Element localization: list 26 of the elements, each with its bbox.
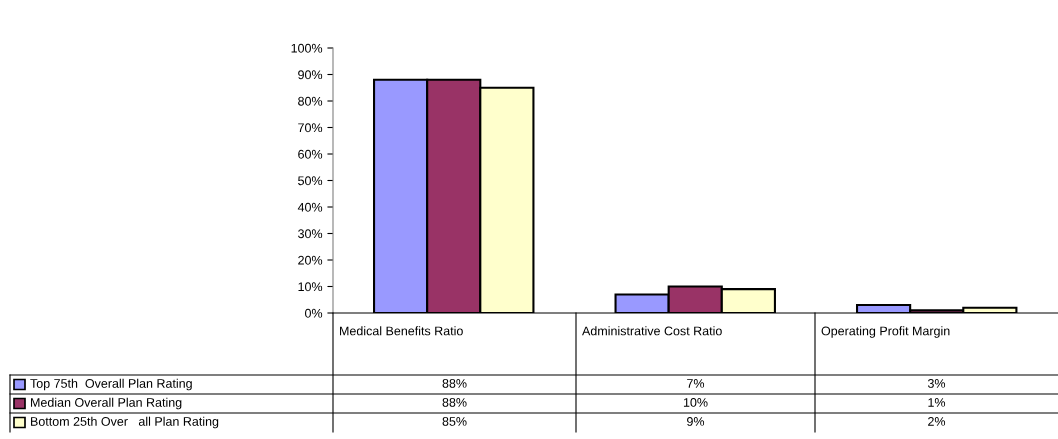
y-tick-label: 20% bbox=[298, 255, 323, 265]
y-tick-label: 30% bbox=[298, 229, 323, 239]
data-label: 88% bbox=[442, 398, 467, 407]
y-tick-label: 100% bbox=[291, 43, 323, 53]
legend-label: Top 75th Overall Plan Rating bbox=[30, 378, 192, 391]
y-tick-label: 40% bbox=[297, 202, 323, 212]
legend-label: Bottom 25th Over all Plan Rating bbox=[31, 416, 219, 429]
data-label: 88% bbox=[442, 379, 467, 388]
data-label: 7% bbox=[687, 379, 705, 388]
data-label: 10% bbox=[683, 398, 708, 407]
x-tick-label: Medical Benefits Ratio bbox=[340, 326, 463, 336]
data-label: 2% bbox=[928, 417, 946, 426]
data-label: 3% bbox=[927, 379, 946, 388]
y-tick-label: 50% bbox=[298, 176, 323, 186]
y-tick-label: 80% bbox=[298, 96, 323, 106]
legend-label: Median Overall Plan Rating bbox=[31, 397, 182, 410]
data-label: 85% bbox=[442, 417, 467, 426]
x-tick-label: Operating Profit Margin bbox=[821, 326, 950, 338]
y-tick-label: 90% bbox=[298, 70, 323, 80]
data-label: 1% bbox=[928, 398, 946, 407]
y-tick-label: 70% bbox=[298, 123, 323, 133]
y-tick-label: 0% bbox=[305, 308, 323, 318]
data-label: 9% bbox=[687, 417, 705, 426]
x-tick-label: Administrative Cost Ratio bbox=[582, 326, 722, 336]
y-tick-label: 10% bbox=[298, 282, 323, 292]
y-tick-label: 60% bbox=[298, 149, 323, 159]
